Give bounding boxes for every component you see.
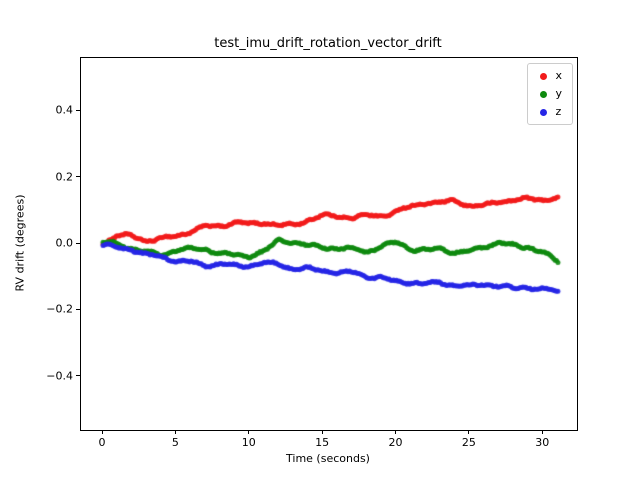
legend-item-z: z (536, 105, 562, 119)
legend-marker-dot (540, 90, 548, 98)
x-tick-label: 20 (388, 436, 403, 449)
x-tick-label: 0 (98, 436, 106, 449)
y-tick-label: −0.4 (46, 369, 73, 383)
y-tick-mark (76, 375, 80, 377)
legend-item-label: y (555, 87, 562, 100)
x-axis-label: Time (seconds) (286, 452, 370, 465)
legend-marker-dot (540, 72, 548, 80)
chart-canvas (81, 58, 577, 430)
x-tick-mark (321, 430, 323, 434)
x-tick-label: 25 (461, 436, 476, 449)
x-tick-mark (541, 430, 543, 434)
x-tick-label: 5 (171, 436, 179, 449)
y-tick-label: 0.2 (55, 170, 74, 184)
x-tick-mark (101, 430, 103, 434)
plot-area (80, 57, 578, 431)
x-tick-label: 10 (241, 436, 256, 449)
legend-marker-dot (540, 108, 548, 116)
y-axis-label: RV drift (degrees) (13, 194, 27, 292)
y-tick-label: 0.4 (55, 103, 74, 117)
x-tick-mark (468, 430, 470, 434)
y-tick-mark (76, 308, 80, 310)
y-tick-mark (76, 242, 80, 244)
x-tick-label: 15 (315, 436, 330, 449)
y-tick-label: 0.0 (55, 236, 74, 250)
legend-item-label: x (555, 69, 562, 82)
y-tick-mark (76, 176, 80, 178)
x-tick-label: 30 (535, 436, 550, 449)
x-tick-mark (395, 430, 396, 434)
x-tick-mark (174, 430, 176, 434)
y-tick-mark (76, 109, 80, 111)
y-tick-label: −0.2 (46, 302, 73, 316)
legend-item-y: y (536, 87, 562, 101)
chart-title: test_imu_drift_rotation_vector_drift (214, 36, 442, 51)
x-tick-mark (248, 430, 250, 434)
legend-item-x: x (536, 69, 562, 83)
legend-item-label: z (555, 105, 562, 118)
